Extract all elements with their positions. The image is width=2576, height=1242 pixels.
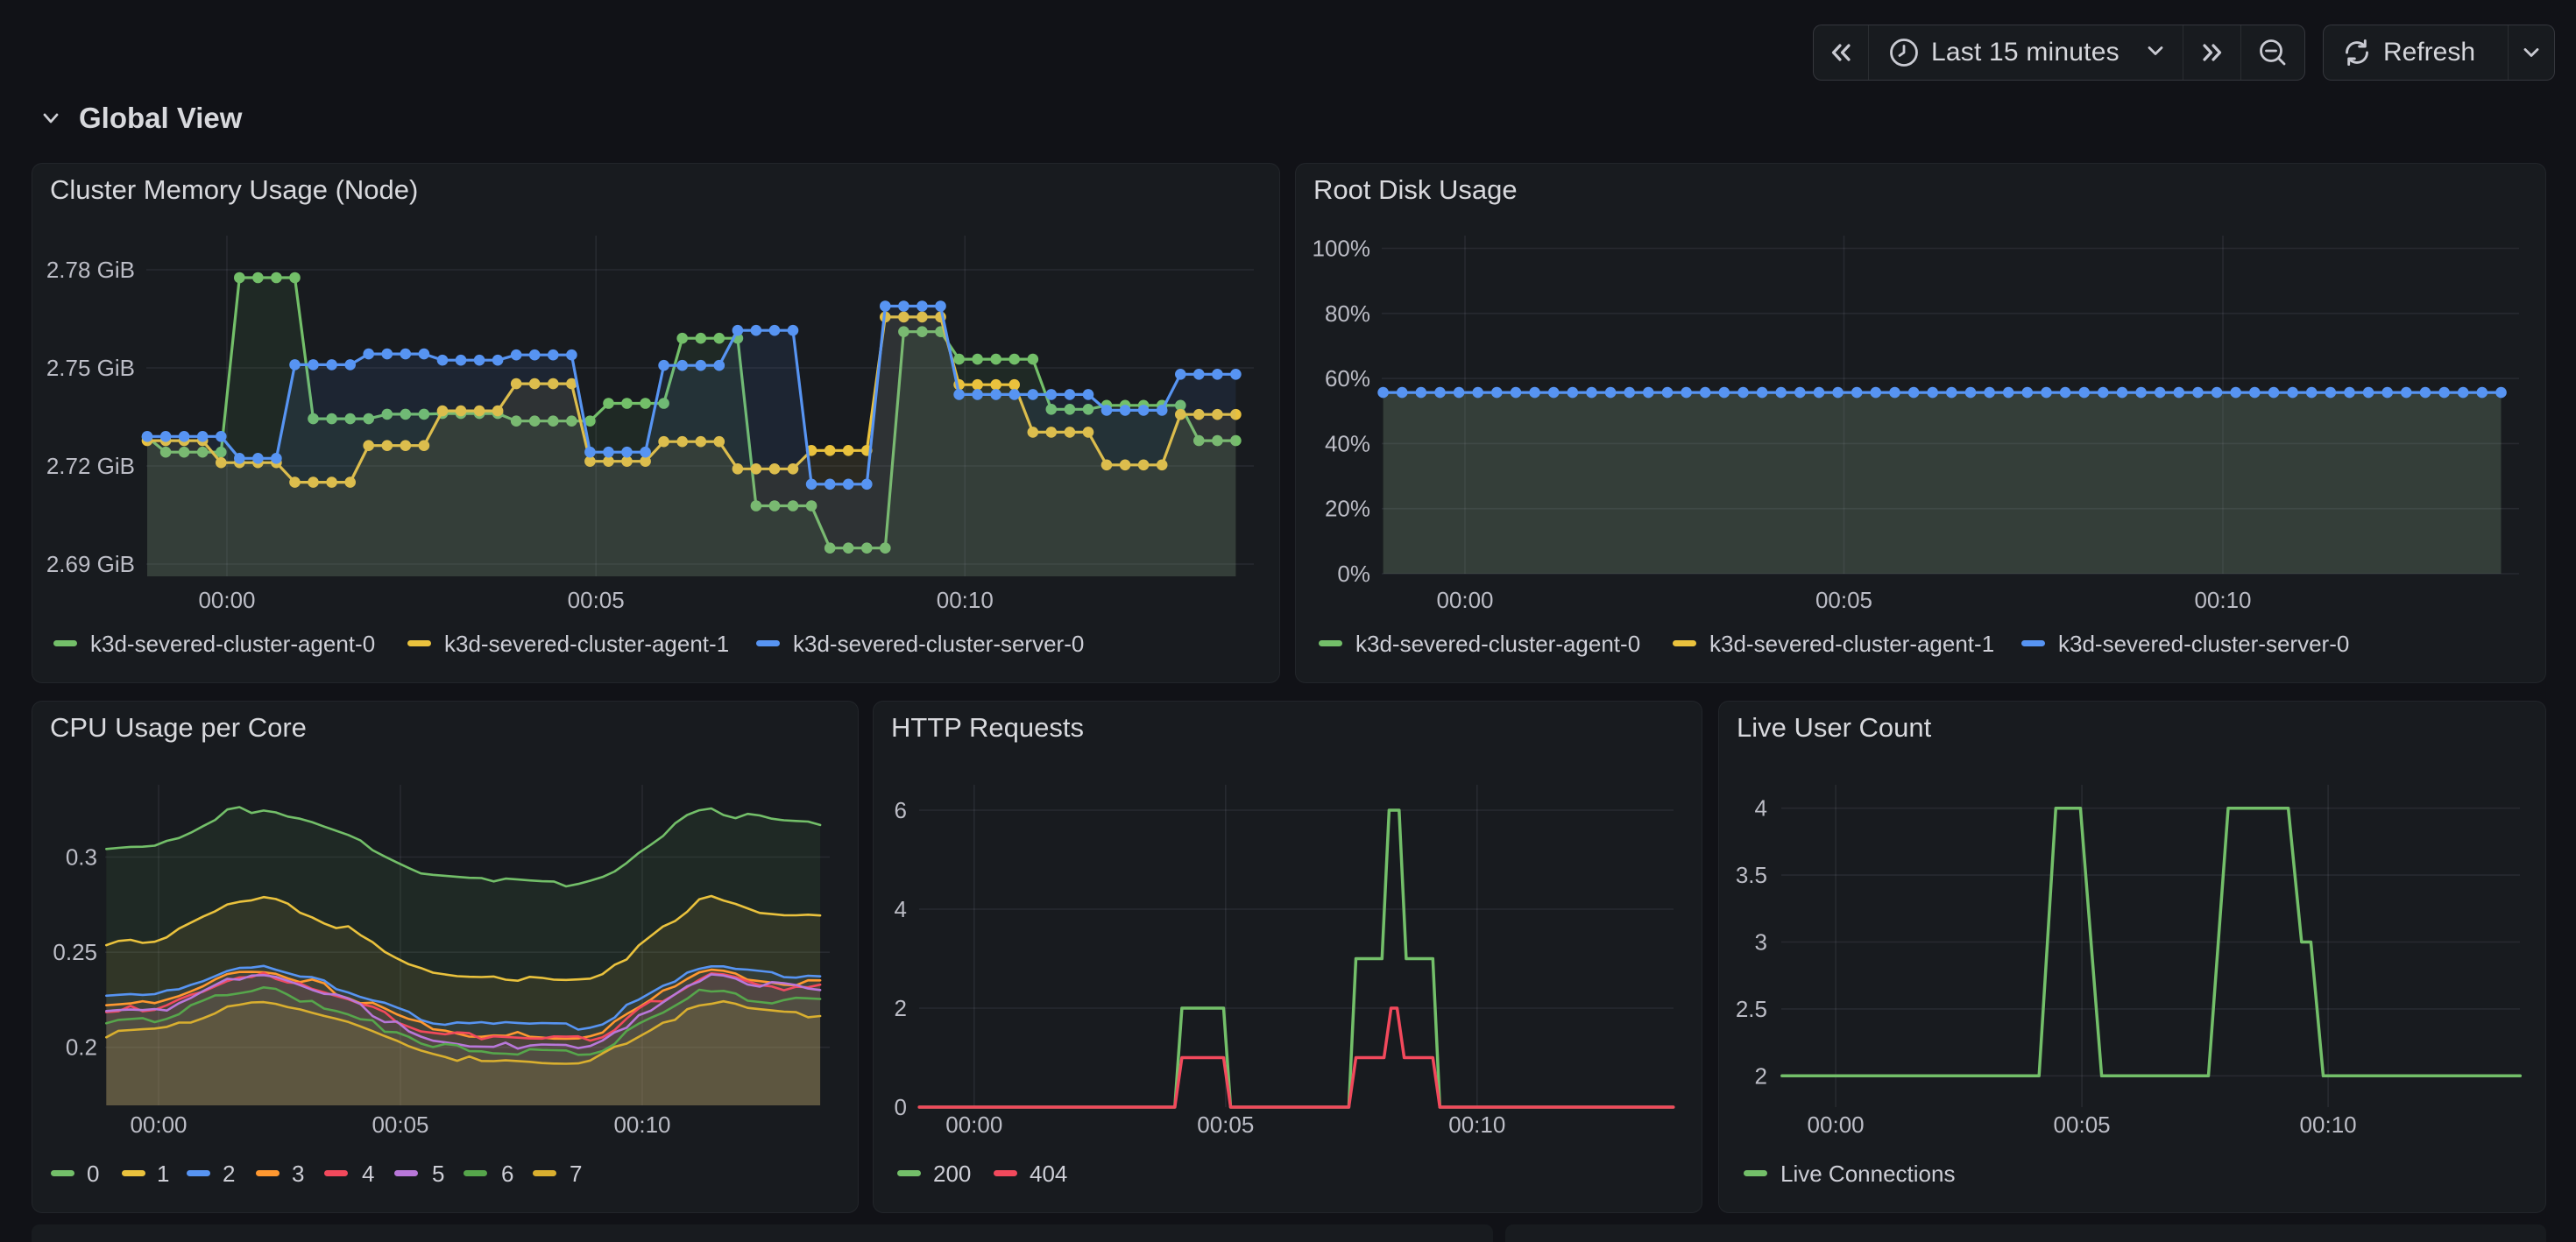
svg-text:3: 3 [1755,929,1767,956]
svg-text:00:10: 00:10 [613,1111,670,1138]
svg-text:2: 2 [895,995,907,1021]
svg-text:0.2: 0.2 [66,1034,97,1061]
svg-text:20%: 20% [1325,496,1370,522]
svg-text:6: 6 [895,797,907,823]
svg-text:00:05: 00:05 [568,587,625,613]
svg-text:00:10: 00:10 [937,587,994,613]
svg-text:00:05: 00:05 [1197,1111,1254,1138]
svg-text:00:00: 00:00 [1808,1111,1865,1138]
svg-text:2.5: 2.5 [1736,996,1767,1022]
svg-text:00:05: 00:05 [1815,587,1872,613]
svg-text:00:00: 00:00 [945,1111,1002,1138]
svg-text:2.69 GiB: 2.69 GiB [46,551,135,577]
svg-text:00:05: 00:05 [2054,1111,2111,1138]
svg-text:2.72 GiB: 2.72 GiB [46,453,135,479]
svg-text:80%: 80% [1325,300,1370,327]
svg-text:00:10: 00:10 [1448,1111,1505,1138]
svg-text:40%: 40% [1325,430,1370,456]
svg-text:3.5: 3.5 [1736,862,1767,888]
svg-text:60%: 60% [1325,365,1370,392]
svg-text:00:05: 00:05 [372,1111,428,1138]
svg-text:4: 4 [895,896,907,922]
svg-text:0%: 0% [1337,561,1370,587]
svg-text:00:00: 00:00 [130,1111,187,1138]
svg-text:0.25: 0.25 [53,939,97,965]
svg-text:00:00: 00:00 [198,587,255,613]
svg-text:00:10: 00:10 [2194,587,2251,613]
svg-text:0.3: 0.3 [66,844,97,871]
svg-text:2.75 GiB: 2.75 GiB [46,355,135,381]
svg-text:00:00: 00:00 [1436,587,1493,613]
svg-text:2: 2 [1755,1062,1767,1089]
svg-text:2.78 GiB: 2.78 GiB [46,257,135,283]
svg-text:00:10: 00:10 [2300,1111,2357,1138]
svg-text:0: 0 [895,1094,907,1120]
svg-text:100%: 100% [1313,236,1371,262]
svg-text:4: 4 [1755,795,1767,822]
